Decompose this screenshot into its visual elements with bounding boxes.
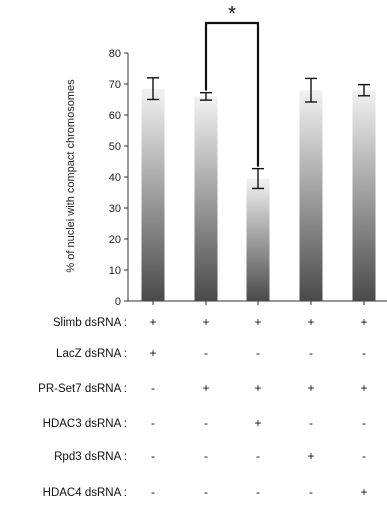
condition-mark: + xyxy=(307,381,314,395)
condition-mark: + xyxy=(149,315,156,329)
condition-mark: - xyxy=(204,346,208,360)
condition-mark: - xyxy=(256,485,260,499)
condition-mark: - xyxy=(151,449,155,463)
bar xyxy=(194,96,218,302)
condition-mark: - xyxy=(256,346,260,360)
condition-row-label: PR-Set7 dsRNA : xyxy=(38,383,127,395)
condition-mark: - xyxy=(151,485,155,499)
condition-mark: - xyxy=(204,416,208,430)
y-tick-label: 60 xyxy=(109,110,121,122)
y-tick-label: 0 xyxy=(115,296,121,308)
error-bar xyxy=(147,77,159,101)
condition-mark: - xyxy=(204,485,208,499)
condition-row-label: HDAC3 dsRNA : xyxy=(43,418,127,430)
y-tick-label: 10 xyxy=(109,265,121,277)
condition-mark: + xyxy=(254,315,261,329)
condition-mark: - xyxy=(151,416,155,430)
bar xyxy=(299,90,323,301)
y-tick-label: 20 xyxy=(109,234,121,246)
error-bar xyxy=(358,83,370,97)
condition-mark: - xyxy=(151,381,155,395)
condition-row-label: HDAC4 dsRNA : xyxy=(43,487,127,499)
condition-mark: - xyxy=(362,346,366,360)
condition-mark: + xyxy=(360,381,367,395)
condition-mark: - xyxy=(309,485,313,499)
condition-row-label: Rpd3 dsRNA : xyxy=(54,451,127,463)
y-tick-label: 70 xyxy=(109,79,121,91)
condition-row-label: LacZ dsRNA : xyxy=(56,348,127,360)
condition-mark: + xyxy=(254,416,261,430)
y-tick-label: 40 xyxy=(109,172,121,184)
error-bar xyxy=(200,91,212,101)
significance-star: * xyxy=(228,3,236,25)
condition-mark: + xyxy=(360,485,367,499)
condition-mark: + xyxy=(307,315,314,329)
condition-mark: + xyxy=(360,315,367,329)
condition-mark: - xyxy=(204,449,208,463)
bar xyxy=(141,88,165,302)
y-tick-label: 80 xyxy=(109,48,121,60)
condition-mark: - xyxy=(309,346,313,360)
bar xyxy=(352,90,376,301)
significance-bracket xyxy=(204,21,260,167)
bar xyxy=(246,178,270,301)
y-axis-label: % of nuclei with compact chromosomes xyxy=(65,79,77,273)
error-bar xyxy=(252,167,264,190)
error-bar xyxy=(305,77,317,103)
condition-mark: + xyxy=(202,381,209,395)
condition-mark: - xyxy=(362,449,366,463)
condition-mark: + xyxy=(307,449,314,463)
condition-mark: + xyxy=(202,315,209,329)
condition-row-label: Slimb dsRNA : xyxy=(53,317,127,329)
y-tick-label: 30 xyxy=(109,203,121,215)
condition-mark: + xyxy=(149,346,156,360)
condition-mark: + xyxy=(254,381,261,395)
condition-mark: - xyxy=(256,449,260,463)
y-tick-label: 50 xyxy=(109,141,121,153)
condition-mark: - xyxy=(309,416,313,430)
condition-mark: - xyxy=(362,416,366,430)
